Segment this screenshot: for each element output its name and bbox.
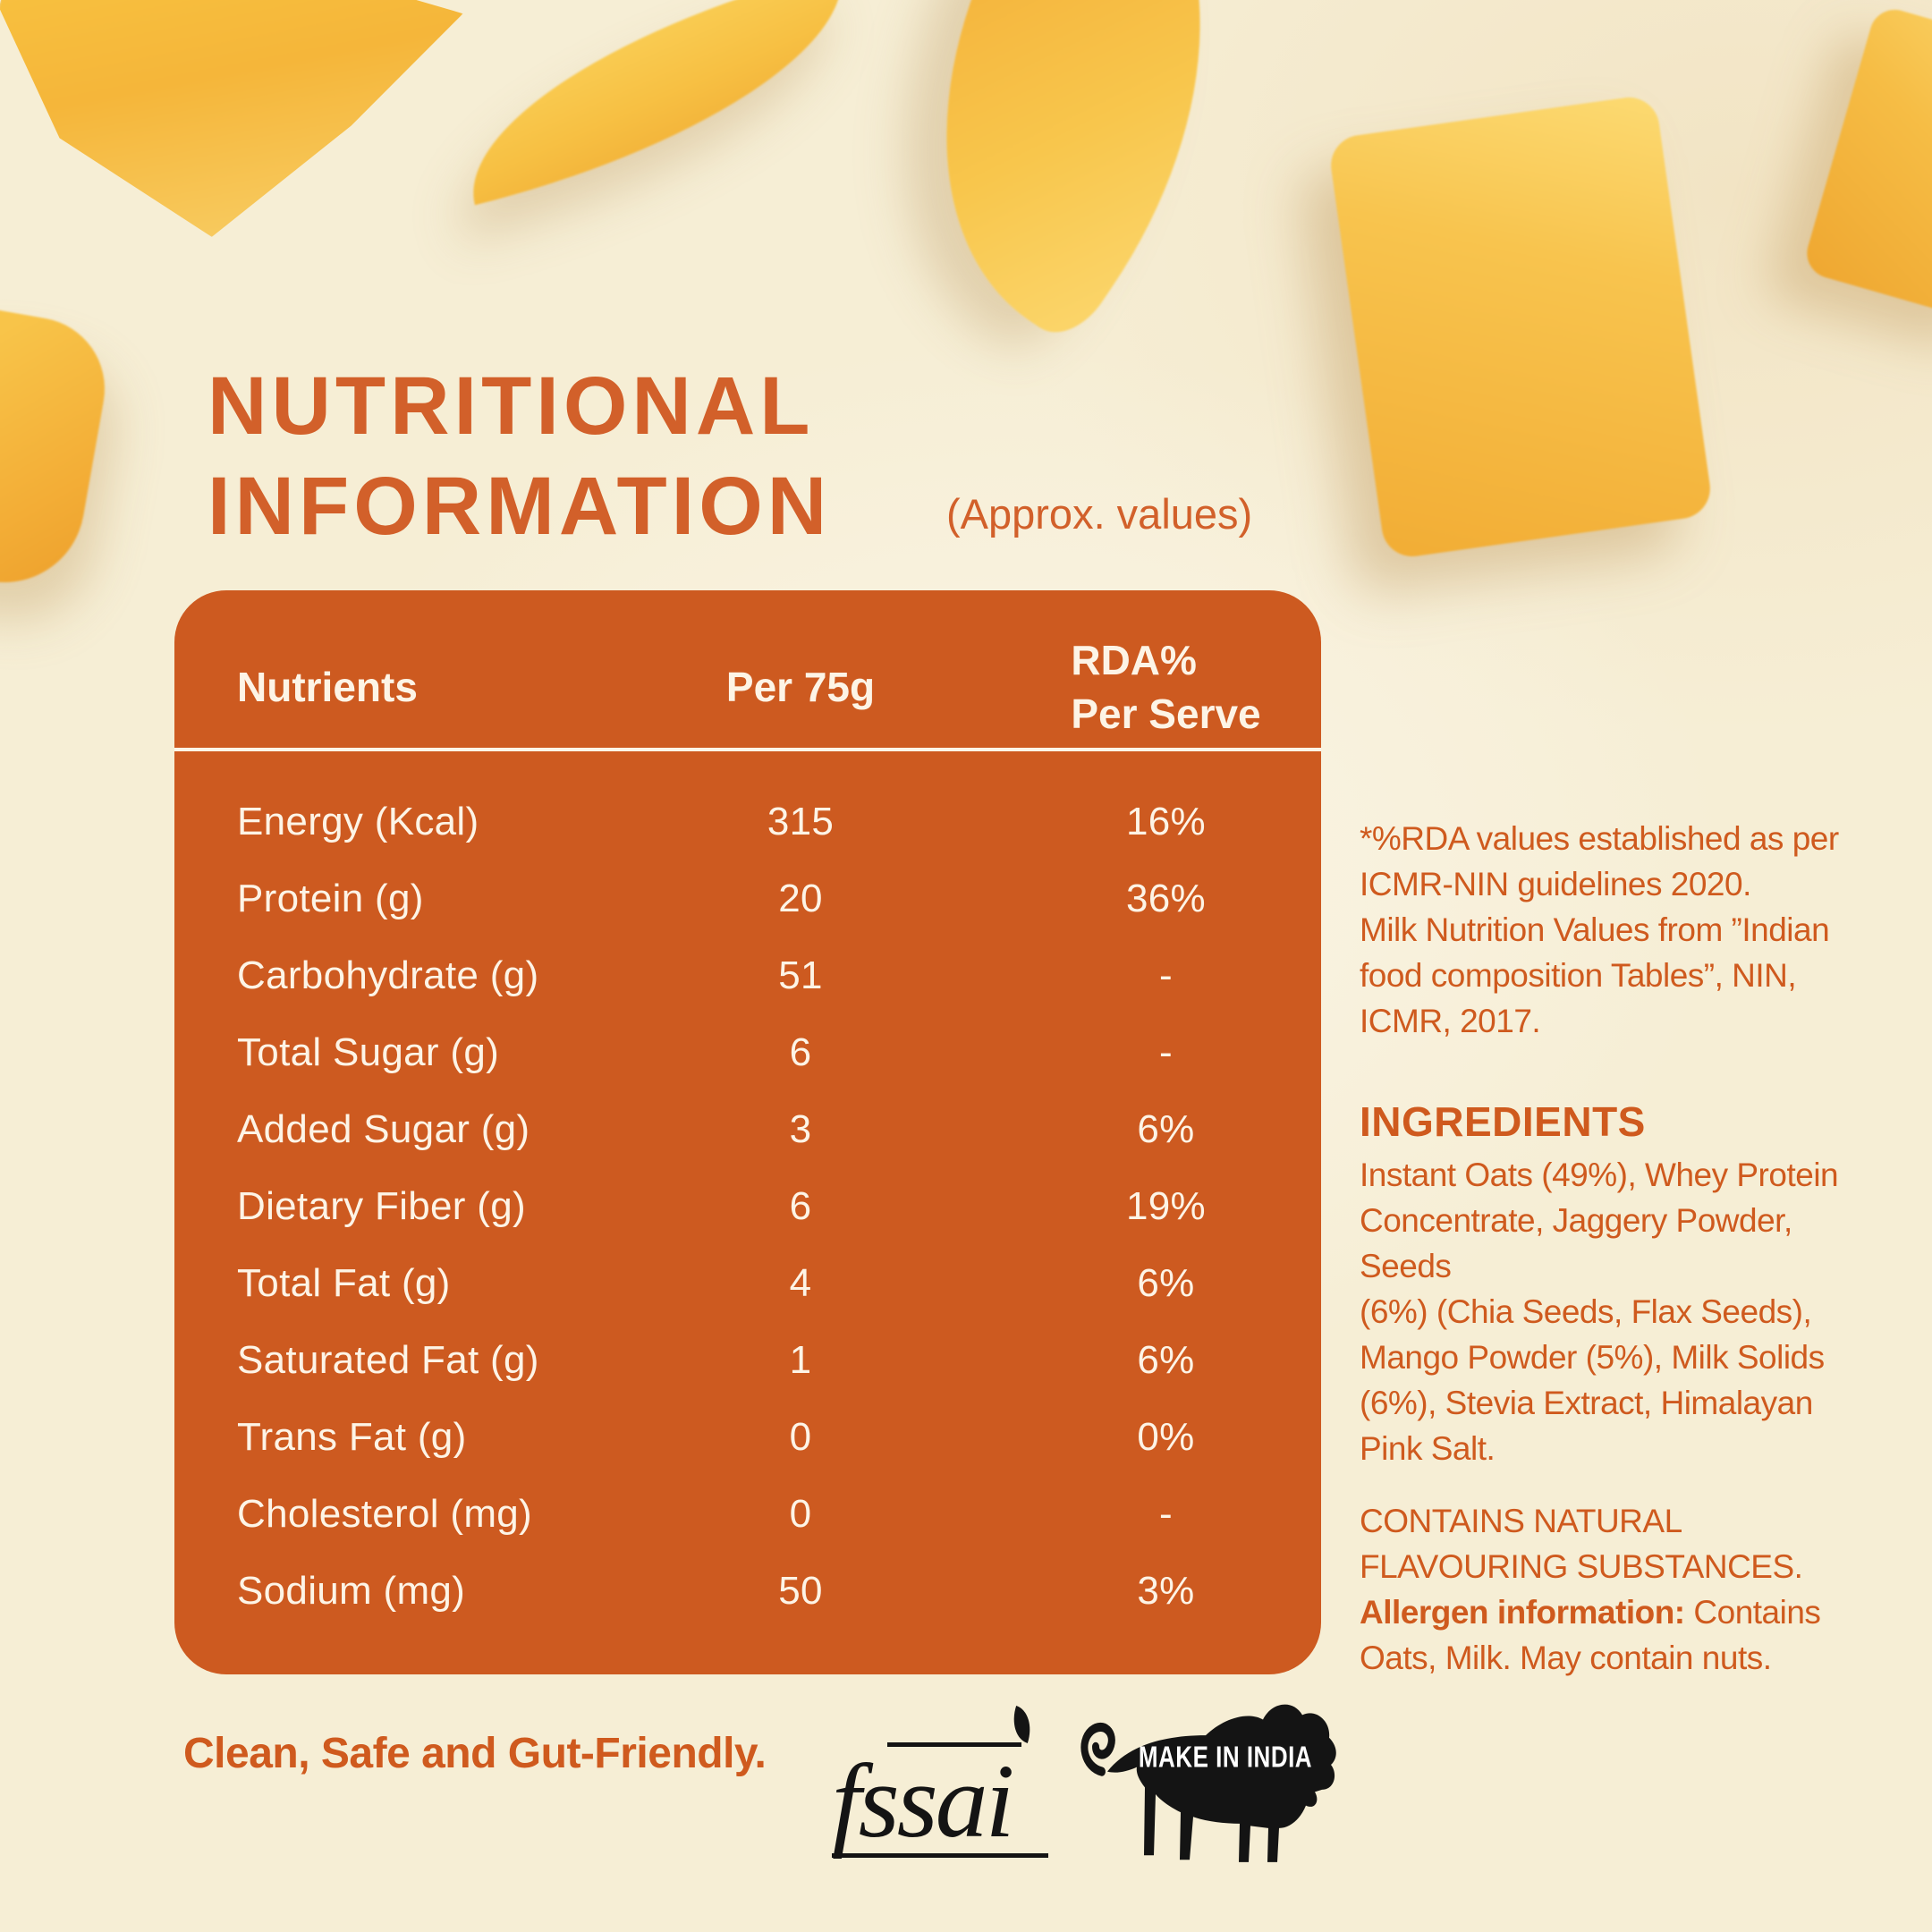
rda-value-cell: 6%	[1137, 1107, 1195, 1151]
text-line: Instant Oats (49%), Whey Protein	[1360, 1157, 1839, 1193]
per-75g-value-cell: 6	[789, 1184, 812, 1228]
rda-value-cell: -	[1159, 1492, 1173, 1536]
allergen-line2: Oats, Milk. May contain nuts.	[1360, 1640, 1772, 1676]
per-75g-value-cell: 0	[789, 1492, 812, 1536]
text-line: *%RDA values established as per	[1360, 820, 1839, 857]
header-rda-line1: RDA%	[1071, 637, 1197, 683]
table-header-divider	[174, 748, 1321, 751]
rda-value-cell: 6%	[1137, 1338, 1195, 1382]
header-nutrients: Nutrients	[237, 664, 418, 710]
rda-value-cell: 19%	[1126, 1184, 1206, 1228]
text-line: CONTAINS NATURAL	[1360, 1503, 1682, 1539]
text-line: Mango Powder (5%), Milk Solids	[1360, 1339, 1825, 1376]
nutrient-name-cell: Protein (g)	[237, 877, 424, 920]
make-in-india-lion-icon: MAKE IN INDIA	[1080, 1704, 1336, 1862]
nutrient-name-cell: Total Sugar (g)	[237, 1030, 500, 1074]
fssai-logo-top-rule	[887, 1742, 1021, 1747]
fssai-logo-text: fssai	[832, 1742, 1014, 1860]
rda-value-cell: 0%	[1137, 1415, 1195, 1459]
page-title-line2: INFORMATION	[208, 461, 832, 552]
per-75g-value-cell: 4	[789, 1261, 812, 1305]
footer-tagline: Clean, Safe and Gut-Friendly.	[183, 1730, 767, 1777]
text-line: Pink Salt.	[1360, 1430, 1496, 1467]
mango-chunk-left-edge-image	[0, 302, 116, 596]
mango-cube-right-image	[1326, 93, 1715, 561]
page-title: NUTRITIONAL INFORMATION	[208, 356, 831, 556]
text-line: ICMR-NIN guidelines 2020.	[1360, 866, 1751, 902]
per-75g-value-cell: 20	[778, 877, 823, 920]
allergen-line1: Allergen information: Contains	[1360, 1589, 1932, 1635]
per-75g-value-cell: 6	[789, 1030, 812, 1074]
ingredients-heading: INGREDIENTS	[1360, 1098, 1646, 1145]
table-row: Energy (Kcal) 315 16%	[237, 784, 1281, 860]
per-75g-value-cell: 51	[778, 953, 823, 997]
table-row: Cholesterol (mg) 0 -	[237, 1476, 1281, 1553]
page-title-line1: NUTRITIONAL	[208, 360, 815, 452]
allergen-label: Allergen information:	[1360, 1594, 1685, 1631]
text-line: (6%), Stevia Extract, Himalayan	[1360, 1385, 1813, 1421]
text-line: FLAVOURING SUBSTANCES.	[1360, 1548, 1803, 1585]
nutrient-name-cell: Energy (Kcal)	[237, 800, 479, 843]
page-title-approx-note: (Approx. values)	[946, 490, 1253, 538]
nutrient-name-cell: Added Sugar (g)	[237, 1107, 530, 1151]
lion-tail	[1080, 1722, 1115, 1776]
nutrition-table-body: Energy (Kcal) 315 16% Protein (g) 20 36%…	[237, 751, 1281, 1630]
table-row: Saturated Fat (g) 1 6%	[237, 1322, 1281, 1399]
table-row: Total Fat (g) 4 6%	[237, 1245, 1281, 1322]
nutrient-name-cell: Carbohydrate (g)	[237, 953, 539, 997]
fssai-logo: fssai	[832, 1706, 1063, 1863]
mango-cube-right-edge-image	[1801, 4, 1932, 327]
rda-value-cell: 16%	[1126, 800, 1206, 843]
text-line: Milk Nutrition Values from ”Indian	[1360, 911, 1830, 948]
header-per-75g: Per 75g	[725, 664, 876, 710]
per-75g-value-cell: 0	[789, 1415, 812, 1459]
nutrient-name-cell: Cholesterol (mg)	[237, 1492, 533, 1536]
make-in-india-label: MAKE IN INDIA	[1139, 1741, 1312, 1775]
table-row: Protein (g) 20 36%	[237, 860, 1281, 937]
fssai-logo-bottom-rule	[832, 1853, 1048, 1858]
table-row: Carbohydrate (g) 51 -	[237, 937, 1281, 1014]
nutrition-table-header: Nutrients Per 75g RDA% Per Serve	[237, 633, 1281, 741]
rda-value-cell: 36%	[1126, 877, 1206, 920]
text-line: (6%) (Chia Seeds, Flax Seeds),	[1360, 1293, 1812, 1330]
per-75g-value-cell: 50	[778, 1569, 823, 1613]
nutrient-name-cell: Dietary Fiber (g)	[237, 1184, 526, 1228]
rda-value-cell: -	[1159, 953, 1173, 997]
nutrient-name-cell: Trans Fat (g)	[237, 1415, 467, 1459]
header-rda-per-serve: RDA% Per Serve	[935, 633, 1281, 741]
nutrient-name-cell: Saturated Fat (g)	[237, 1338, 539, 1382]
table-row: Trans Fat (g) 0 0%	[237, 1399, 1281, 1476]
lion-body	[1107, 1704, 1336, 1862]
contains-note: CONTAINS NATURAL FLAVOURING SUBSTANCES.	[1360, 1498, 1932, 1589]
mango-wedge-top-left-image	[0, 0, 467, 283]
ingredients-body: Instant Oats (49%), Whey Protein Concentr…	[1360, 1152, 1932, 1471]
text-line: Concentrate, Jaggery Powder,	[1360, 1202, 1792, 1239]
text-line: ICMR, 2017.	[1360, 1003, 1541, 1039]
nutrition-table-panel: Nutrients Per 75g RDA% Per Serve Energy …	[174, 590, 1321, 1674]
allergen-rest1: Contains	[1684, 1594, 1821, 1631]
rda-value-cell: -	[1159, 1030, 1173, 1074]
text-line: food composition Tables”, NIN,	[1360, 957, 1797, 994]
allergen-info: Allergen information: Contains Oats, Mil…	[1360, 1589, 1932, 1681]
rda-note: *%RDA values established as per ICMR-NIN …	[1360, 816, 1932, 1044]
nutrient-name-cell: Total Fat (g)	[237, 1261, 451, 1305]
per-75g-value-cell: 3	[789, 1107, 812, 1151]
per-75g-value-cell: 315	[767, 800, 835, 843]
header-rda-line2: Per Serve	[1071, 691, 1261, 737]
per-75g-value-cell: 1	[789, 1338, 812, 1382]
text-line: Seeds	[1360, 1248, 1452, 1284]
table-row: Sodium (mg) 50 3%	[237, 1553, 1281, 1630]
table-row: Total Sugar (g) 6 -	[237, 1014, 1281, 1091]
table-row: Dietary Fiber (g) 6 19%	[237, 1168, 1281, 1245]
leaf-icon	[1006, 1706, 1038, 1743]
mango-slice-top-center-image	[440, 0, 875, 206]
nutrient-name-cell: Sodium (mg)	[237, 1569, 466, 1613]
table-row: Added Sugar (g) 3 6%	[237, 1091, 1281, 1168]
rda-value-cell: 6%	[1137, 1261, 1195, 1305]
mango-slice-top-right-image	[826, 0, 1321, 349]
rda-value-cell: 3%	[1137, 1569, 1195, 1613]
sidebar-notes: *%RDA values established as per ICMR-NIN …	[1360, 816, 1932, 1681]
